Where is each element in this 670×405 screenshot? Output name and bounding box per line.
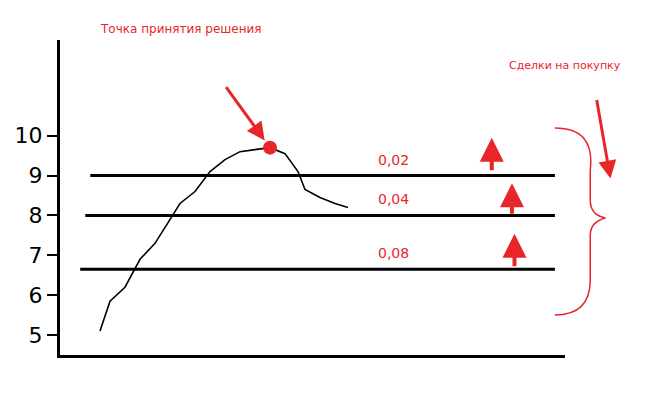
svg-text:7: 7 bbox=[29, 243, 43, 268]
svg-text:0,08: 0,08 bbox=[378, 245, 409, 261]
svg-text:8: 8 bbox=[29, 203, 43, 228]
svg-text:0,02: 0,02 bbox=[378, 152, 409, 168]
svg-text:9: 9 bbox=[29, 163, 43, 188]
svg-text:Сделки на покупку: Сделки на покупку bbox=[509, 59, 621, 72]
svg-text:6: 6 bbox=[29, 283, 43, 308]
svg-text:0,04: 0,04 bbox=[378, 191, 409, 207]
svg-text:5: 5 bbox=[29, 323, 43, 348]
svg-text:10: 10 bbox=[15, 123, 43, 148]
svg-text:Точка принятия решения: Точка принятия решения bbox=[100, 22, 262, 36]
